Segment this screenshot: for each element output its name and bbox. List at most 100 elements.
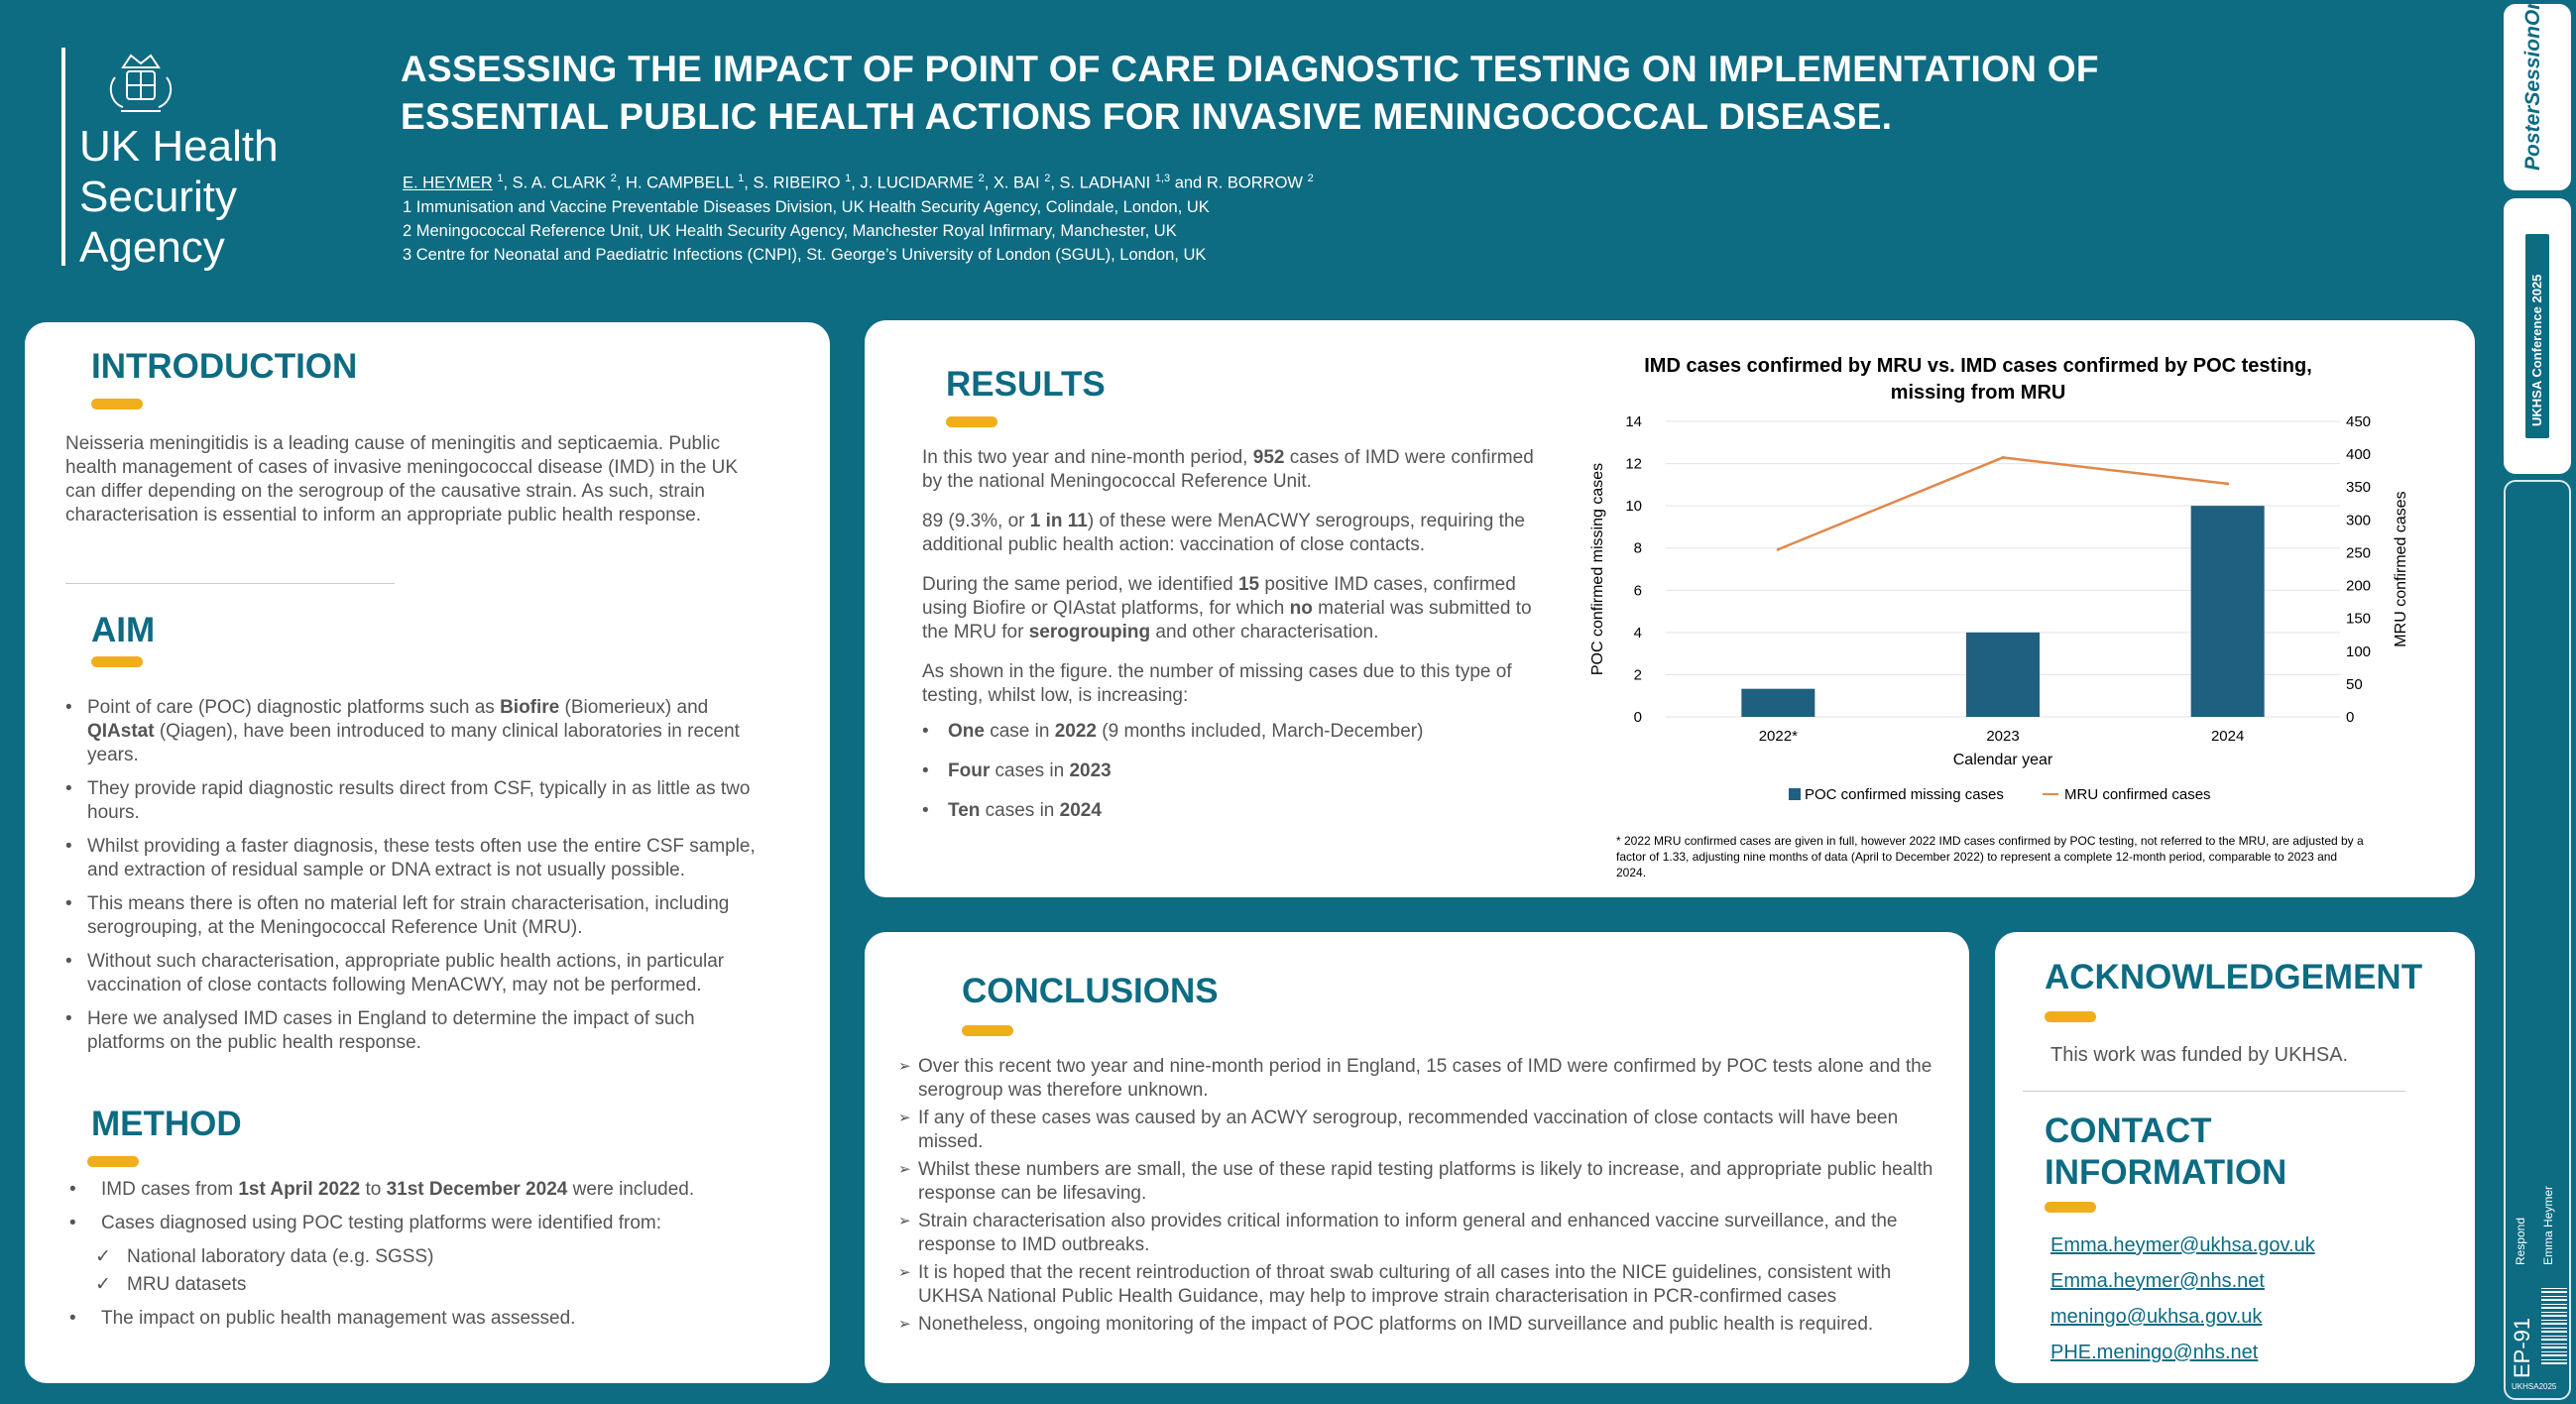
introduction-heading: INTRODUCTION	[91, 347, 358, 386]
affiliation: 3 Centre for Neonatal and Paediatric Inf…	[403, 245, 1207, 264]
affiliation-index: 1	[497, 173, 504, 184]
chart: 0 2 4 6 8 10 12 14 0 50 100 150 200 250 300 350 400 450 20…	[1589, 413, 2409, 803]
list-item: ➢ Strain characterisation also provides c…	[898, 1211, 1898, 1255]
bullet-marker: •	[65, 951, 72, 972]
poster-id: EP-91	[2510, 1317, 2534, 1378]
list-item: • Four cases in 2023	[922, 760, 1112, 781]
presenter-name: Emma Heymer	[2541, 1185, 2555, 1265]
acknowledgement-text: This work was funded by UKHSA.	[2050, 1044, 2349, 1066]
y-tick-right: 100	[2346, 644, 2371, 660]
list-item: ➢ Nonetheless, ongoing monitoring of the …	[898, 1314, 1874, 1335]
aim-heading: AIM	[91, 611, 156, 649]
affiliation-index: 1	[738, 173, 745, 184]
logo-divider	[61, 48, 65, 266]
chart-title: IMD cases confirmed by MRU vs. IMD cases…	[1644, 355, 2312, 404]
acknowledgement-heading: ACKNOWLEDGEMENT	[2045, 958, 2423, 996]
arrow-bullet-icon: ➢	[898, 1264, 911, 1281]
respond-button[interactable]: Respond	[2514, 1217, 2527, 1265]
email-link[interactable]: Emma.heymer@nhs.net	[2050, 1270, 2265, 1292]
divider	[65, 583, 395, 584]
author-name: S. RIBEIRO	[753, 174, 841, 192]
org-name-line: UK Health	[79, 122, 279, 171]
legend-label: POC confirmed missing cases	[1805, 786, 2004, 803]
x-axis-label: Calendar year	[1953, 752, 2053, 768]
list-item: • This means there is often no material l…	[65, 893, 730, 938]
list-item: • The impact on public health management…	[69, 1308, 576, 1329]
title-line: ESSENTIAL PUBLIC HEALTH ACTIONS FOR INVA…	[401, 96, 1893, 137]
conference-banner: UKHSA Conference 2025	[2504, 198, 2571, 474]
bullet-marker: •	[65, 697, 72, 718]
y-tick-left: 12	[1625, 456, 1642, 473]
arrow-bullet-icon: ➢	[898, 1316, 911, 1333]
divider	[2023, 1091, 2405, 1092]
title-line: ASSESSING THE IMPACT OF POINT OF CARE DI…	[401, 49, 2099, 89]
bullet-marker: •	[65, 893, 72, 914]
y-tick-left: 14	[1625, 413, 1642, 430]
affiliation-index: 2	[1044, 173, 1051, 184]
affiliation-index: 2	[610, 173, 617, 184]
x-tick: 2022*	[1759, 728, 1798, 745]
bullet-marker: •	[69, 1179, 76, 1200]
y-tick-right: 200	[2346, 578, 2371, 595]
list-item: ➢ It is hoped that the recent reintroduct…	[898, 1262, 1892, 1307]
affiliation: 2 Meningococcal Reference Unit, UK Healt…	[403, 221, 1177, 240]
x-tick: 2023	[1986, 728, 2019, 745]
org-name: UK Health Security Agency	[79, 121, 279, 273]
conference-strip	[2525, 234, 2549, 438]
bullet-marker: •	[65, 836, 72, 857]
legend-label: MRU confirmed cases	[2064, 786, 2211, 803]
author-name: X. BAI	[993, 174, 1040, 192]
arrow-bullet-icon: ➢	[898, 1058, 911, 1075]
series-line	[1777, 456, 2228, 551]
arrow-bullet-icon: ➢	[898, 1110, 911, 1126]
results-paragraph: As shown in the figure. the number of mi…	[922, 661, 1512, 706]
list-item: ✓ National laboratory data (e.g. SGSS)	[95, 1246, 434, 1267]
list-item: • They provide rapid diagnostic results d…	[65, 778, 751, 823]
line-point	[2001, 455, 2005, 459]
poster-info-bar: Respond Emma Heymer EP-91 UKHSA2025	[2504, 480, 2571, 1400]
y-tick-right: 300	[2346, 512, 2371, 528]
affiliation-index: 1,3	[1154, 173, 1171, 184]
y-tick-right: 50	[2346, 676, 2363, 693]
email-link[interactable]: PHE.meningo@nhs.net	[2050, 1342, 2259, 1363]
method-heading: METHOD	[91, 1105, 242, 1143]
contact-emails: Emma.heymer@ukhsa.gov.uk Emma.heymer@nhs…	[2050, 1232, 2315, 1375]
heading-accent	[962, 1025, 1013, 1036]
list-item: • Cases diagnosed using POC testing plat…	[69, 1213, 661, 1233]
bullet-marker: •	[922, 760, 929, 781]
y-tick-right: 400	[2346, 446, 2371, 463]
poster-session-brand[interactable]: PosterSessionOnline	[2504, 0, 2571, 190]
bullet-marker: •	[922, 721, 929, 742]
y-tick-left: 6	[1634, 582, 1642, 599]
heading-accent	[91, 399, 143, 410]
barcode	[2541, 1285, 2567, 1364]
y-tick-left: 0	[1634, 709, 1642, 726]
list-item: ➢ If any of these cases was caused by an …	[898, 1108, 1899, 1152]
aim-bullets: • Point of care (POC) diagnostic platform…	[65, 696, 760, 1065]
conclusions-panel	[865, 932, 1969, 1383]
author-name: S. A. CLARK	[512, 174, 607, 192]
results-heading: RESULTS	[946, 365, 1106, 404]
author-name: R. BORROW	[1206, 174, 1303, 192]
bullet-marker: •	[69, 1308, 76, 1329]
org-name-line: Security	[79, 173, 237, 221]
email-link[interactable]: meningo@ukhsa.gov.uk	[2050, 1306, 2263, 1328]
email-link[interactable]: Emma.heymer@ukhsa.gov.uk	[2050, 1234, 2315, 1256]
list-item: • Point of care (POC) diagnostic platform…	[65, 697, 740, 765]
bar	[1966, 632, 2040, 717]
author-name: E. HEYMER	[403, 174, 493, 192]
conclusions-list: ➢ Over this recent two year and nine-mont…	[898, 1055, 1949, 1341]
y-axis-label-right: MRU confirmed cases	[2393, 491, 2409, 646]
affiliation-index: 2	[1307, 173, 1314, 184]
method-list: • IMD cases from 1st April 2022 to 31st …	[69, 1178, 763, 1341]
bar	[1741, 688, 1815, 717]
legend-swatch-bar	[1789, 788, 1801, 800]
bar	[2190, 506, 2265, 717]
heading-accent	[91, 656, 143, 667]
author-name: H. CAMPBELL	[626, 174, 734, 192]
list-item: • Without such characterisation, appropri…	[65, 951, 725, 995]
affiliation-index: 2	[978, 173, 985, 184]
results-paragraph: 89 (9.3%, or 1 in 11) of these were MenA…	[922, 511, 1525, 555]
brand-logo: PosterSessionOnline	[2521, 0, 2544, 171]
y-tick-right: 250	[2346, 544, 2371, 561]
